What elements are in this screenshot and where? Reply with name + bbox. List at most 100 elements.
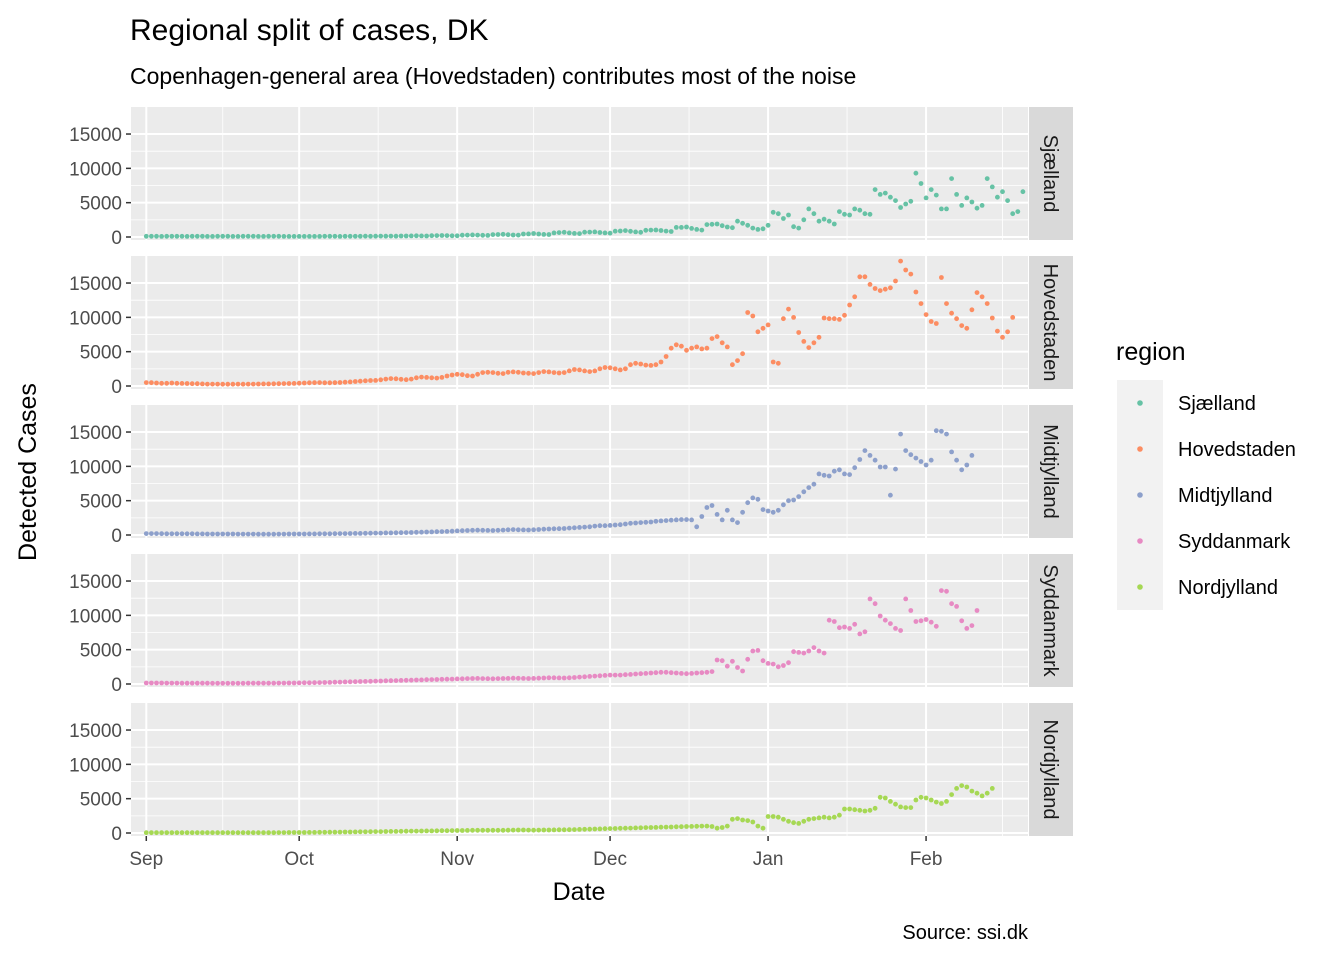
data-point [250, 830, 256, 836]
data-point [903, 201, 909, 207]
data-point [261, 830, 266, 836]
data-point [572, 827, 577, 832]
data-point [735, 520, 740, 525]
data-point [918, 301, 924, 306]
data-point [500, 371, 506, 376]
data-point [709, 221, 715, 227]
data-point [724, 344, 730, 350]
data-point [515, 369, 521, 375]
data-point [617, 367, 623, 373]
data-point [745, 222, 751, 228]
data-point [607, 523, 613, 528]
data-point [566, 230, 572, 236]
data-point [347, 531, 353, 536]
data-point [393, 678, 399, 683]
data-point [205, 381, 210, 387]
data-point [531, 827, 536, 833]
legend-key [1137, 400, 1143, 406]
data-point [561, 370, 567, 375]
x-axis: Sep Oct Nov Dec Jan Feb [129, 836, 942, 870]
data-point [852, 465, 858, 471]
data-point [933, 623, 939, 629]
data-point [730, 658, 735, 664]
data-point [541, 232, 547, 237]
data-point [1020, 189, 1026, 195]
data-point [327, 829, 333, 835]
data-point [847, 302, 852, 308]
data-point [337, 380, 343, 385]
y-tick-label: 15000 [69, 572, 122, 593]
data-point [587, 369, 593, 374]
facet-strip [1029, 107, 1073, 240]
data-point [643, 671, 649, 676]
data-point [317, 234, 322, 239]
data-point [393, 530, 399, 536]
data-point [296, 234, 302, 239]
data-point [312, 234, 317, 239]
data-point [342, 829, 348, 835]
data-point [149, 680, 154, 686]
data-point [801, 818, 807, 824]
data-point [842, 806, 847, 812]
data-point [322, 829, 328, 835]
data-point [908, 805, 914, 810]
facet-panel-sjælland: 0 5000 10000 15000 Sjælland [69, 107, 1073, 249]
data-point [893, 198, 898, 204]
data-point [623, 521, 628, 527]
data-point [480, 527, 486, 533]
data-point [933, 428, 939, 434]
data-point [439, 529, 445, 534]
data-point [801, 650, 807, 656]
data-point [566, 675, 572, 681]
data-point [796, 494, 802, 499]
data-point [602, 826, 608, 832]
data-point [694, 823, 700, 829]
data-point [745, 500, 751, 506]
data-point [653, 825, 659, 830]
facet-strip-label: Hovedstaden [1039, 264, 1061, 382]
data-point [760, 507, 766, 512]
data-point [816, 648, 822, 654]
data-point [561, 827, 567, 833]
data-point [1015, 209, 1021, 215]
data-point [317, 531, 322, 537]
data-point [256, 680, 261, 686]
data-point [225, 680, 231, 686]
data-point [429, 375, 435, 381]
data-point [281, 381, 287, 386]
data-point [174, 830, 180, 836]
data-point [908, 271, 914, 277]
data-point [638, 825, 644, 831]
data-point [143, 680, 149, 686]
data-point [735, 816, 740, 821]
data-point [383, 376, 389, 382]
data-point [536, 527, 542, 532]
data-point [179, 531, 185, 537]
data-point [414, 828, 419, 834]
data-point [796, 330, 802, 335]
data-point [189, 680, 195, 686]
facet-strip-label: Sjælland [1039, 135, 1061, 213]
data-point [154, 531, 159, 536]
data-point [918, 459, 924, 464]
data-point [903, 448, 909, 453]
y-tick-label: 5000 [80, 790, 122, 811]
data-point [291, 531, 297, 537]
data-point [546, 827, 552, 833]
data-point [200, 233, 205, 239]
data-point [877, 794, 883, 800]
data-point [424, 828, 429, 834]
data-point [944, 206, 949, 212]
data-point [643, 227, 649, 233]
data-point [352, 379, 358, 384]
data-point [490, 370, 496, 375]
data-point [801, 339, 807, 344]
chart-subtitle: Copenhagen-general area (Hovedstaden) co… [130, 63, 856, 89]
data-point [684, 224, 689, 230]
data-point [363, 679, 368, 684]
data-point [684, 671, 689, 677]
data-point [210, 830, 215, 836]
data-point [740, 509, 745, 515]
legend-label: Sjælland [1178, 393, 1256, 415]
data-point [923, 795, 929, 801]
